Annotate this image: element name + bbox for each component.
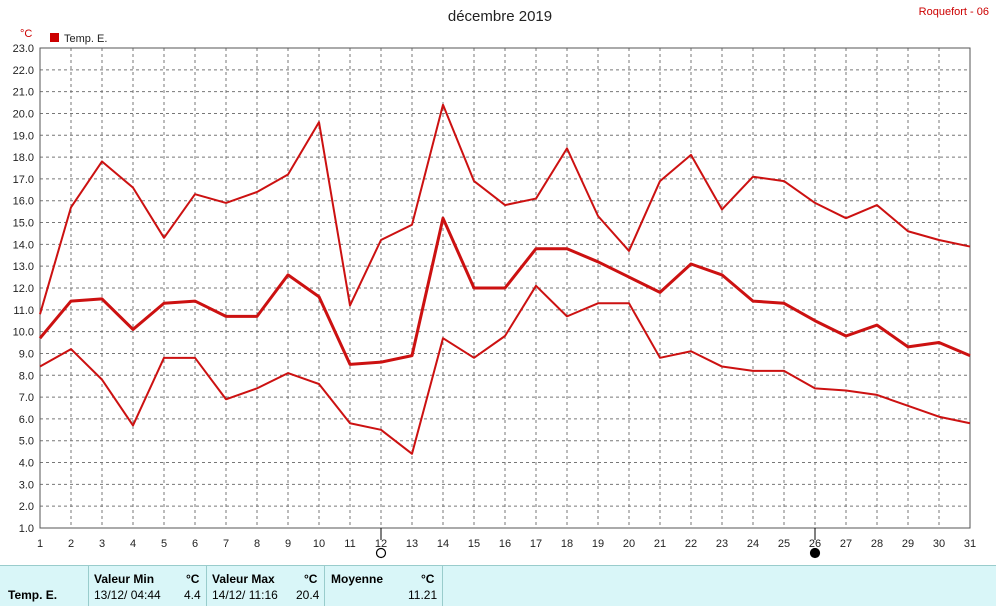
x-tick-label: 10 (313, 538, 325, 550)
y-tick-label: 21.0 (13, 87, 34, 99)
series-line (39, 103, 971, 315)
series-line (39, 284, 971, 455)
legend-swatch (50, 33, 59, 42)
x-axis: 1 2 3 4 5 6 7 8 9 10 11 12 13 14 15 16 17 18 19 20 21 22 23 24 2… (37, 538, 976, 550)
series-line (38, 216, 971, 366)
avg-value: 11.21 (408, 588, 438, 602)
x-tick-label: 4 (130, 538, 136, 550)
y-tick-label: 2.0 (19, 501, 34, 513)
min-date: 13/12/ 04:44 (94, 588, 161, 602)
y-tick-label: 19.0 (13, 130, 34, 142)
x-tick-label: 28 (871, 538, 883, 550)
x-tick-label: 30 (933, 538, 945, 550)
x-tick-label: 1 (37, 538, 43, 550)
max-date: 14/12/ 11:16 (212, 588, 278, 602)
max-cell: Valeur Max °C 14/12/ 11:16 20.4 (206, 566, 325, 606)
x-tick-label: 29 (902, 538, 914, 550)
y-tick-label: 6.0 (19, 414, 34, 426)
min-cell: Valeur Min °C 13/12/ 04:44 4.4 (88, 566, 207, 606)
y-tick-label: 3.0 (19, 479, 34, 491)
x-tick-label: 3 (99, 538, 105, 550)
grid (39, 47, 971, 529)
new-moon-icon (809, 547, 821, 559)
y-tick-label: 23.0 (13, 43, 34, 55)
avg-cell: Moyenne °C 11.21 (324, 566, 443, 606)
summary-footer: Temp. E. Valeur Min °C 13/12/ 04:44 4.4 … (0, 565, 996, 606)
y-tick-label: 16.0 (13, 196, 34, 208)
y-tick-label: 13.0 (13, 261, 34, 273)
x-tick-label: 27 (840, 538, 852, 550)
avg-label: Moyenne (331, 572, 384, 586)
y-tick-label: 17.0 (13, 174, 34, 186)
x-tick-label: 15 (468, 538, 480, 550)
y-tick-label: 22.0 (13, 65, 34, 77)
x-tick-label: 5 (161, 538, 167, 550)
x-tick-label: 20 (623, 538, 635, 550)
y-tick-label: 18.0 (13, 152, 34, 164)
min-value: 4.4 (184, 588, 201, 602)
footer-row-label: Temp. E. (8, 588, 58, 602)
full-moon-icon (375, 547, 387, 559)
x-tick-label: 19 (592, 538, 604, 550)
x-tick-label: 23 (716, 538, 728, 550)
avg-unit: °C (421, 572, 435, 586)
y-axis: 1.0 2.0 3.0 4.0 5.0 6.0 7.0 8.0 9.0 10.0 11.0 12.0 1… (13, 43, 34, 535)
y-tick-label: 9.0 (19, 348, 34, 360)
max-value: 20.4 (296, 588, 320, 602)
y-tick-label: 1.0 (19, 523, 34, 535)
x-tick-label: 9 (285, 538, 291, 550)
x-tick-label: 2 (68, 538, 74, 550)
max-unit: °C (304, 572, 318, 586)
min-unit: °C (186, 572, 200, 586)
x-tick-label: 24 (747, 538, 759, 550)
series-lines (38, 103, 971, 455)
x-tick-label: 6 (192, 538, 198, 550)
x-tick-label: 17 (530, 538, 542, 550)
x-tick-label: 7 (223, 538, 229, 550)
station-name: Roquefort - 06 (919, 6, 989, 18)
x-tick-label: 11 (344, 538, 355, 550)
x-tick-label: 12 (375, 538, 387, 550)
y-tick-label: 5.0 (19, 436, 34, 448)
y-tick-label: 4.0 (19, 458, 34, 470)
x-tick-label: 18 (561, 538, 573, 550)
max-label: Valeur Max (212, 572, 275, 586)
x-tick-label: 22 (685, 538, 697, 550)
y-tick-label: 14.0 (13, 239, 34, 251)
y-tick-label: 15.0 (13, 218, 34, 230)
x-tick-label: 21 (654, 538, 666, 550)
moon-phases (375, 528, 821, 559)
min-label: Valeur Min (94, 572, 155, 586)
x-tick-label: 31 (964, 538, 976, 550)
y-tick-label: 12.0 (13, 283, 34, 295)
y-tick-label: 20.0 (13, 108, 34, 120)
y-tick-label: 10.0 (13, 327, 34, 339)
plot-frame (39, 47, 971, 529)
y-tick-label: 7.0 (19, 392, 34, 404)
chart-title: décembre 2019 (448, 8, 552, 25)
legend-label: Temp. E. (64, 33, 107, 45)
x-tick-label: 16 (499, 538, 511, 550)
y-unit-label: °C (20, 28, 32, 40)
x-tick-label: 13 (406, 538, 418, 550)
x-tick-label: 8 (254, 538, 260, 550)
x-tick-label: 25 (778, 538, 790, 550)
x-tick-label: 26 (809, 538, 821, 550)
x-tick-label: 14 (437, 538, 449, 550)
y-tick-label: 11.0 (13, 305, 34, 317)
y-tick-label: 8.0 (19, 370, 34, 382)
temperature-chart: décembre 2019 Roquefort - 06 °C Temp. E.… (13, 6, 989, 559)
